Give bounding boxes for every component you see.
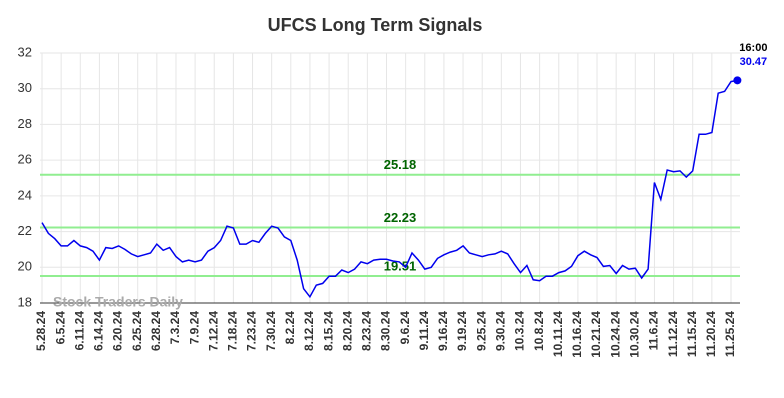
- last-value: 30.47: [740, 56, 768, 68]
- x-tick-label: 11.20.24: [704, 311, 718, 357]
- price-line: [41, 79, 738, 299]
- y-tick-label: 28: [18, 116, 32, 131]
- signal-label: 22.23: [384, 210, 417, 225]
- x-tick-label: 6.20.24: [111, 311, 125, 351]
- last-point: [733, 76, 742, 85]
- x-tick-label: 9.30.24: [494, 311, 508, 351]
- x-tick-label: 7.18.24: [226, 311, 240, 351]
- y-tick-label: 18: [18, 294, 32, 309]
- x-tick-label: 6.11.24: [72, 311, 86, 351]
- x-tick-label: 10.24.24: [608, 311, 622, 358]
- x-tick-label: 11.15.24: [685, 311, 699, 357]
- y-tick-label: 26: [18, 152, 32, 167]
- x-tick-label: 8.2.24: [283, 311, 297, 345]
- chart-title: UFCS Long Term Signals: [268, 15, 483, 35]
- x-tick-label: 7.12.24: [206, 311, 220, 351]
- x-tick-label: 6.5.24: [53, 311, 67, 345]
- y-tick-label: 24: [18, 187, 32, 202]
- y-tick-label: 32: [18, 44, 32, 59]
- x-tick-label: 7.30.24: [264, 311, 278, 351]
- x-tick-label: 7.23.24: [245, 311, 259, 351]
- x-tick-label: 6.14.24: [92, 311, 106, 351]
- x-tick-label: 5.28.24: [34, 311, 48, 351]
- x-tick-label: 11.6.24: [647, 311, 661, 351]
- x-tick-label: 7.9.24: [187, 311, 201, 345]
- y-tick-label: 22: [18, 223, 32, 238]
- signal-label: 19.51: [384, 258, 417, 273]
- x-tick-label: 9.19.24: [455, 311, 469, 351]
- y-tick-label: 20: [18, 259, 32, 274]
- last-time: 16:00: [739, 42, 767, 54]
- x-tick-label: 8.15.24: [321, 311, 335, 351]
- x-tick-label: 9.11.24: [417, 311, 431, 351]
- x-tick-label: 9.25.24: [474, 311, 488, 351]
- x-tick-label: 11.25.24: [723, 311, 737, 357]
- x-tick-label: 8.12.24: [302, 311, 316, 351]
- x-tick-label: 10.3.24: [513, 311, 527, 351]
- x-tick-label: 9.6.24: [398, 311, 412, 345]
- x-tick-label: 10.11.24: [551, 311, 565, 357]
- x-tick-label: 10.8.24: [532, 311, 546, 351]
- x-tick-label: 11.12.24: [666, 311, 680, 357]
- signal-label: 25.18: [384, 157, 417, 172]
- x-tick-label: 10.16.24: [570, 311, 584, 358]
- watermark: Stock Traders Daily: [53, 294, 183, 310]
- x-tick-label: 8.23.24: [360, 311, 374, 351]
- x-tick-label: 7.3.24: [168, 311, 182, 345]
- x-tick-label: 9.16.24: [436, 311, 450, 351]
- x-tick-label: 10.30.24: [627, 311, 641, 358]
- y-tick-label: 30: [18, 80, 32, 95]
- x-tick-label: 10.21.24: [589, 311, 603, 358]
- x-tick-label: 6.25.24: [130, 311, 144, 351]
- x-tick-label: 6.28.24: [149, 311, 163, 351]
- x-tick-label: 8.30.24: [379, 311, 393, 351]
- x-tick-label: 8.20.24: [340, 311, 354, 351]
